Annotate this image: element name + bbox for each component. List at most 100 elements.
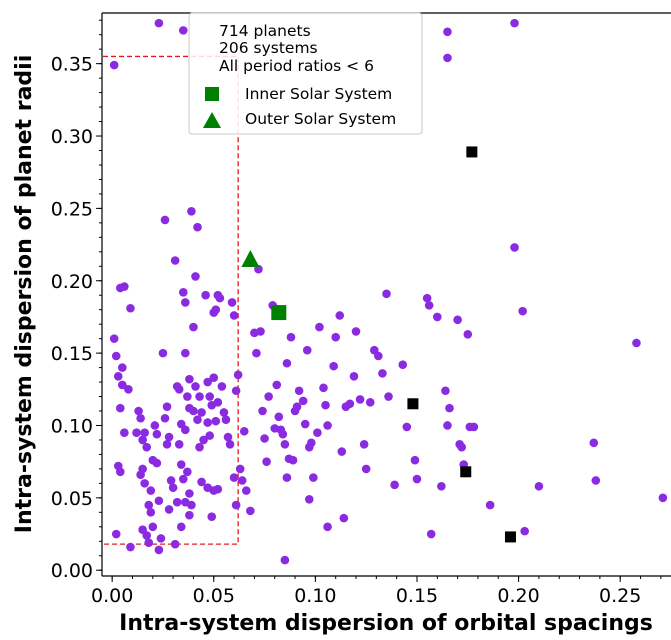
system-point	[239, 426, 249, 436]
system-point	[309, 473, 318, 482]
system-point	[181, 425, 190, 435]
system-point	[215, 293, 225, 303]
inner-system-square	[504, 531, 516, 543]
system-point	[217, 382, 227, 391]
system-point	[150, 421, 160, 430]
system-point	[191, 272, 200, 281]
system-point	[191, 382, 200, 391]
system-point	[349, 371, 359, 381]
system-point	[115, 403, 125, 413]
system-point	[154, 496, 164, 506]
system-point	[140, 428, 149, 438]
system-point	[658, 493, 668, 503]
system-point	[162, 439, 172, 449]
system-point	[445, 403, 454, 413]
system-point	[148, 522, 158, 532]
system-point	[174, 439, 184, 449]
system-point	[282, 473, 292, 482]
system-point	[189, 406, 198, 416]
system-point	[437, 481, 446, 491]
x-tick-label: 0.20	[497, 585, 539, 607]
system-point	[140, 479, 149, 488]
system-point	[154, 545, 164, 555]
legend-line-period-ratios: All period ratios < 6	[219, 57, 374, 75]
legend-outer-solar-label: Outer Solar System	[245, 110, 396, 128]
system-point	[207, 512, 217, 521]
system-point	[203, 377, 212, 387]
system-point	[124, 384, 133, 394]
system-point	[280, 555, 290, 565]
system-point	[183, 467, 192, 477]
system-point	[168, 483, 178, 493]
dashed-region-box	[103, 55, 239, 545]
system-point	[323, 421, 332, 430]
system-point	[120, 428, 129, 438]
system-point	[144, 500, 154, 510]
outer-solar-system-marker	[241, 250, 260, 268]
system-point	[331, 332, 340, 342]
system-point	[185, 510, 194, 520]
system-point	[178, 288, 188, 297]
inner-system-square	[466, 146, 478, 158]
system-point	[203, 418, 212, 427]
system-point	[225, 439, 235, 449]
system-point	[176, 522, 186, 532]
system-point	[193, 222, 202, 232]
system-point	[321, 400, 330, 410]
system-point	[205, 431, 215, 440]
system-point	[313, 428, 322, 438]
system-point	[142, 531, 152, 540]
system-point	[304, 494, 314, 504]
system-point	[422, 293, 432, 303]
x-tick-label: 0.25	[599, 585, 641, 607]
system-point	[160, 215, 170, 225]
system-point	[315, 322, 324, 332]
system-point	[443, 53, 452, 63]
system-point	[274, 412, 284, 422]
system-point	[201, 290, 210, 300]
highlight-box	[103, 55, 239, 545]
system-point	[166, 476, 176, 485]
system-point	[300, 419, 310, 429]
y-tick-label: 0.30	[51, 126, 93, 148]
system-point	[189, 322, 198, 332]
y-tick-label: 0.35	[51, 54, 93, 76]
system-point	[286, 332, 296, 342]
system-point	[164, 432, 174, 442]
system-point	[185, 374, 194, 384]
system-point	[457, 442, 466, 452]
y-tick-label: 0.10	[51, 415, 93, 437]
system-point	[197, 408, 206, 417]
system-point	[323, 522, 332, 532]
system-point	[227, 298, 237, 307]
y-tick-label: 0.20	[51, 271, 93, 293]
system-point	[589, 438, 599, 448]
system-point	[246, 506, 255, 516]
system-point	[181, 298, 190, 307]
system-point	[241, 486, 251, 495]
system-point	[361, 464, 371, 474]
system-point	[205, 392, 215, 401]
system-point	[402, 422, 412, 432]
system-point	[282, 358, 292, 368]
system-point	[337, 447, 347, 456]
system-point	[410, 455, 420, 465]
system-point	[453, 315, 462, 325]
system-point	[213, 484, 223, 494]
system-point	[307, 438, 316, 448]
system-point	[193, 415, 202, 424]
system-point	[319, 383, 328, 393]
system-point	[138, 435, 147, 445]
system-point	[520, 526, 529, 536]
system-point	[162, 402, 172, 411]
system-point	[237, 476, 247, 485]
system-point	[126, 303, 135, 313]
system-point	[199, 435, 208, 445]
system-point	[374, 351, 383, 361]
system-point	[144, 538, 154, 548]
system-point	[152, 429, 162, 439]
legend-inner-solar-label: Inner Solar System	[245, 85, 392, 103]
system-point	[280, 439, 290, 449]
system-point	[118, 363, 127, 372]
x-tick-label: 0.10	[294, 585, 336, 607]
